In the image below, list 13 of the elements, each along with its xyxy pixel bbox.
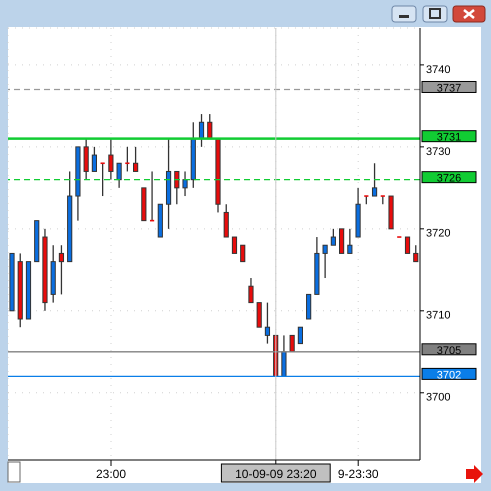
ref-line-label: 3726: [436, 172, 462, 185]
y-tick-label: 3710: [426, 310, 450, 322]
ref-line-label: 3702: [436, 369, 462, 382]
y-tick-label: 3730: [426, 146, 450, 158]
ref-line-label: 3705: [436, 344, 462, 357]
y-tick-label: 3700: [426, 392, 450, 404]
x-tick-label: 9-23:30: [338, 467, 379, 481]
ref-line-label: 3731: [436, 132, 462, 144]
y-tick-label: 3720: [426, 228, 450, 240]
x-tick-label: 10-09-09 23:20: [235, 467, 317, 481]
x-tick-label: 23:00: [96, 467, 126, 481]
ref-line-label: 3737: [436, 82, 462, 94]
y-tick-label: 3740: [426, 64, 450, 76]
